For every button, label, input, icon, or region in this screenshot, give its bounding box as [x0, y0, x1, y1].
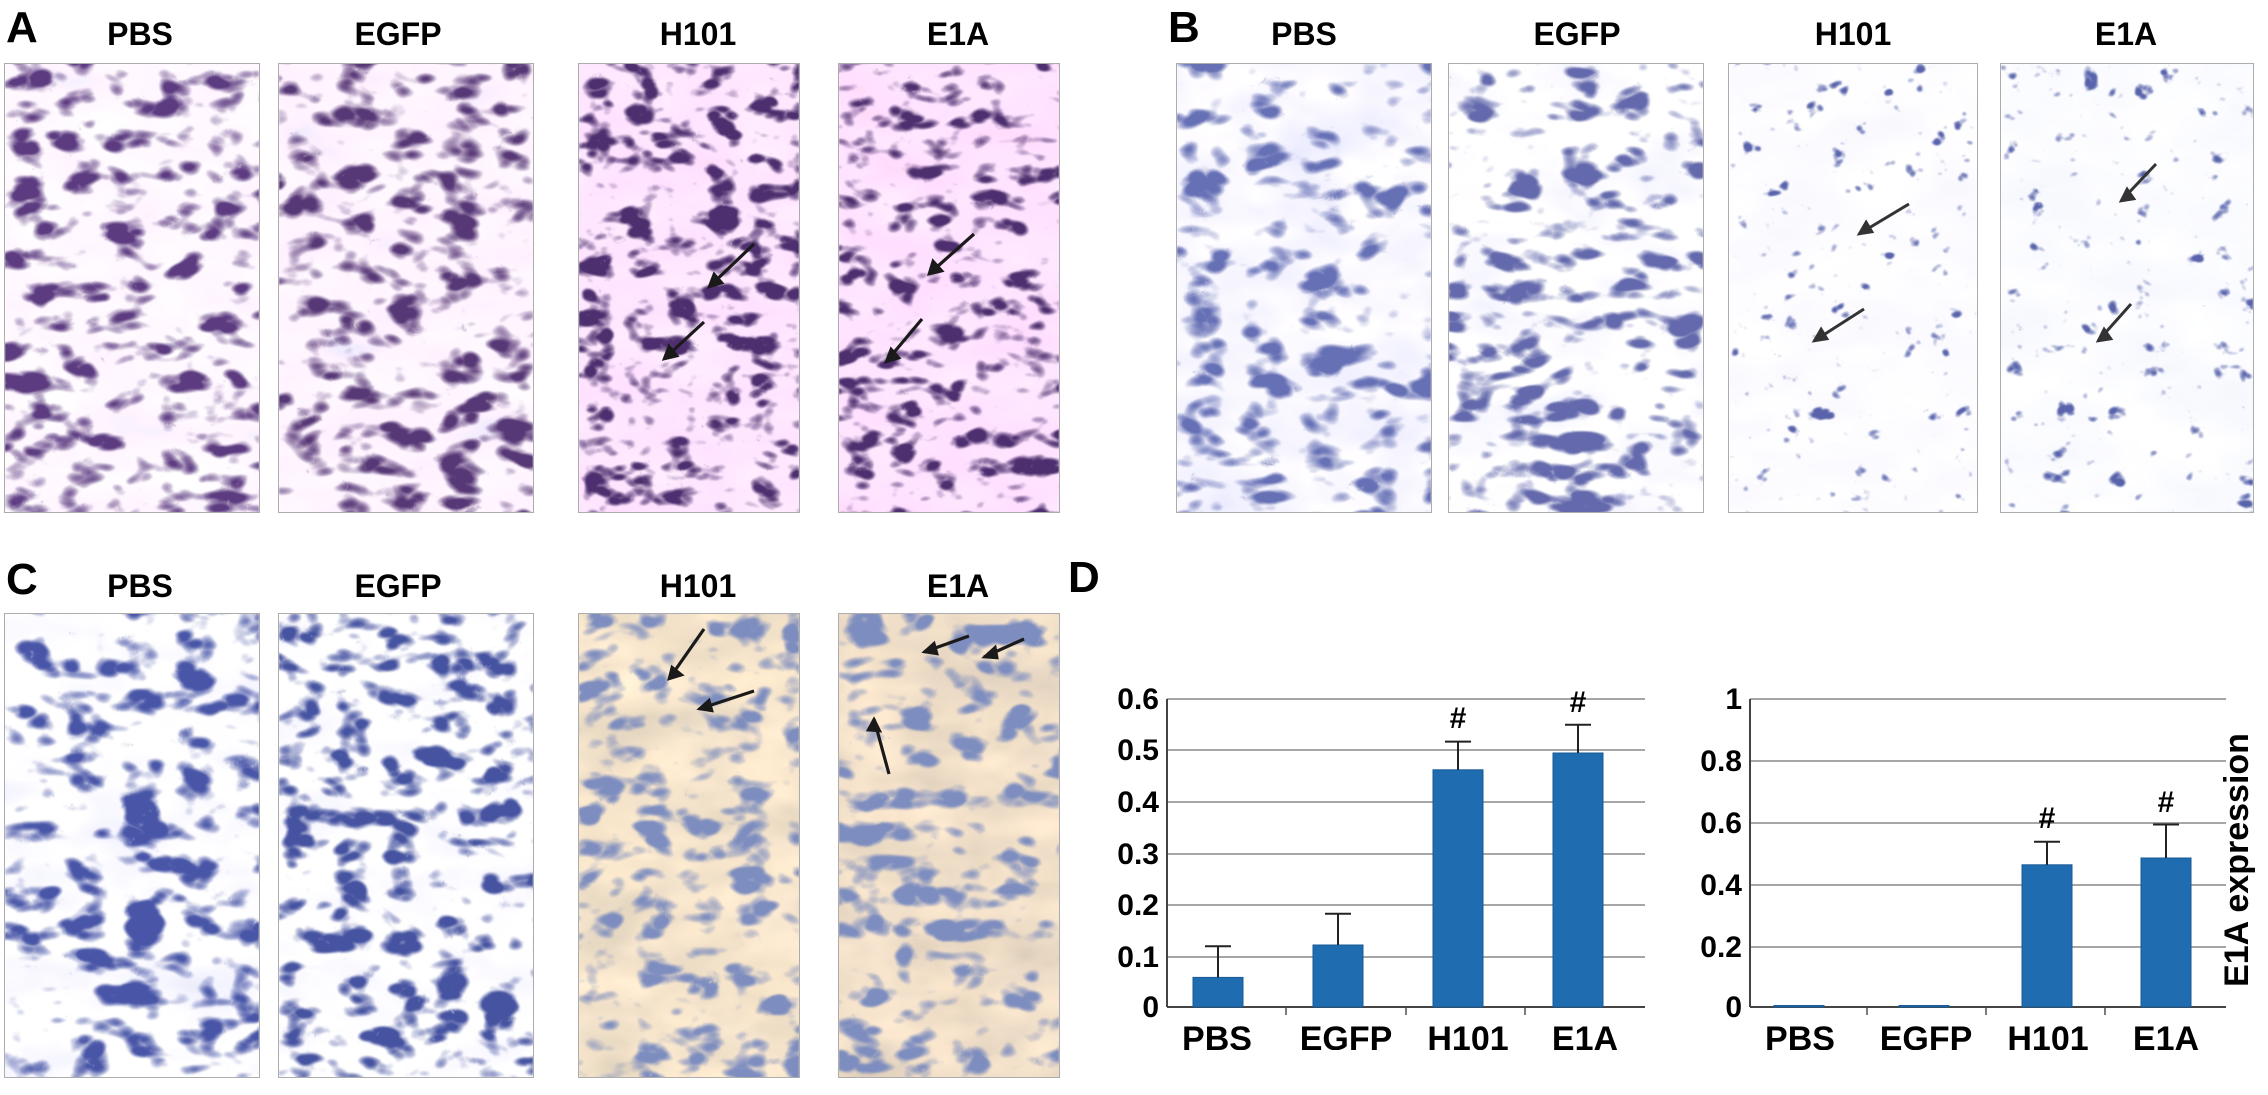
svg-text:H101: H101: [1427, 1020, 1508, 1050]
svg-text:1: 1: [1725, 683, 1742, 716]
svg-text:0.3: 0.3: [1117, 838, 1159, 871]
svg-text:H101: H101: [2007, 1020, 2088, 1050]
svg-text:0.6: 0.6: [1117, 683, 1159, 716]
svg-text:PBS: PBS: [1765, 1020, 1835, 1050]
svg-text:#: #: [1570, 686, 1587, 719]
svg-text:E1A: E1A: [1552, 1020, 1618, 1050]
svg-text:E1A expression: E1A expression: [2218, 733, 2256, 987]
svg-text:EGFP: EGFP: [1880, 1020, 1973, 1050]
svg-text:0.1: 0.1: [1117, 941, 1159, 974]
svg-text:#: #: [2158, 786, 2175, 819]
svg-text:0.6: 0.6: [1700, 807, 1742, 840]
svg-text:0: 0: [1142, 991, 1159, 1024]
svg-text:0.4: 0.4: [1700, 869, 1742, 902]
svg-text:EGFP: EGFP: [1300, 1020, 1393, 1050]
svg-text:#: #: [2039, 802, 2056, 835]
svg-text:0.2: 0.2: [1700, 931, 1742, 964]
svg-text:0: 0: [1725, 991, 1742, 1024]
svg-text:0.2: 0.2: [1117, 889, 1159, 922]
svg-text:E1A: E1A: [2133, 1020, 2199, 1050]
svg-text:0.5: 0.5: [1117, 734, 1159, 767]
svg-text:PBS: PBS: [1182, 1020, 1252, 1050]
svg-text:#: #: [1450, 702, 1467, 735]
svg-text:0.8: 0.8: [1700, 745, 1742, 778]
svg-text:0.4: 0.4: [1117, 786, 1159, 819]
